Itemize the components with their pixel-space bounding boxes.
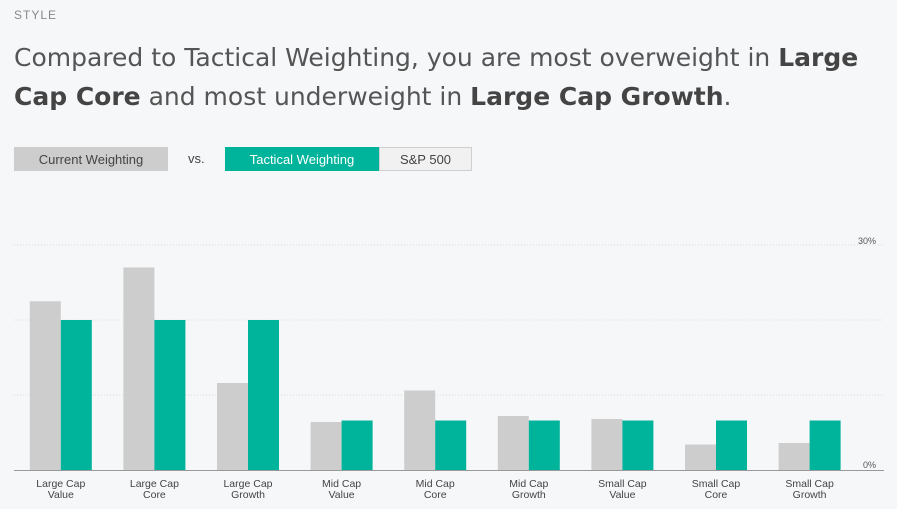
comparison-bar-0 xyxy=(60,320,92,470)
current-bar-2 xyxy=(217,383,248,470)
vs-label: vs. xyxy=(188,151,205,166)
current-bar-7 xyxy=(685,444,716,470)
category-label-5-line-1: Growth xyxy=(512,489,546,501)
comparison-bar-6 xyxy=(622,420,654,470)
sp500-tab[interactable]: S&P 500 xyxy=(379,147,472,171)
current-bar-4 xyxy=(404,390,436,470)
category-label-6-line-1: Value xyxy=(609,489,635,501)
y-tick-label-top: 30% xyxy=(858,236,876,246)
category-label-7-line-0: Small Cap xyxy=(692,478,741,490)
category-label-2-line-0: Large Cap xyxy=(223,478,272,490)
category-label-6-line-0: Small Cap xyxy=(598,478,647,490)
current-bar-8 xyxy=(778,443,810,470)
current-bar-3 xyxy=(310,422,342,470)
y-tick-label-bottom: 0% xyxy=(863,460,876,470)
category-label-0-line-1: Value xyxy=(48,489,74,501)
tactical-weighting-tab[interactable]: Tactical Weighting xyxy=(225,147,379,171)
current-bar-5 xyxy=(497,416,529,470)
comparison-bar-2 xyxy=(248,320,279,470)
headline-text-1: Compared to Tactical Weighting, you are … xyxy=(14,43,779,72)
current-bar-0 xyxy=(29,301,61,470)
headline-text-3: . xyxy=(723,82,732,111)
comparison-bar-1 xyxy=(154,320,186,470)
category-label-4-line-0: Mid Cap xyxy=(416,478,455,490)
category-label-3-line-0: Mid Cap xyxy=(322,478,361,490)
category-label-8-line-1: Growth xyxy=(793,489,827,501)
section-label: STYLE xyxy=(14,8,58,22)
comparison-bar-7 xyxy=(716,420,747,470)
current-weighting-label: Current Weighting xyxy=(14,147,168,171)
overweight-category: Large Cap Core xyxy=(14,43,859,111)
headline-text-2: and most underweight in xyxy=(140,82,471,111)
category-label-1-line-0: Large Cap xyxy=(130,478,179,490)
comparison-bar-4 xyxy=(435,420,467,470)
current-bar-1 xyxy=(123,267,155,470)
headline: Compared to Tactical Weighting, you are … xyxy=(14,38,884,116)
comparison-bar-8 xyxy=(809,420,841,470)
category-label-3-line-1: Value xyxy=(329,489,355,501)
current-bar-6 xyxy=(591,419,623,470)
comparison-bar-5 xyxy=(528,420,560,470)
category-label-1-line-1: Core xyxy=(143,489,166,501)
category-label-5-line-0: Mid Cap xyxy=(509,478,548,490)
underweight-category: Large Cap Growth xyxy=(470,82,724,111)
category-label-7-line-1: Core xyxy=(705,489,728,501)
category-label-8-line-0: Small Cap xyxy=(785,478,834,490)
category-label-4-line-1: Core xyxy=(424,489,447,501)
category-label-0-line-0: Large Cap xyxy=(36,478,85,490)
category-label-2-line-1: Growth xyxy=(231,489,265,501)
comparison-bar-3 xyxy=(341,420,373,470)
